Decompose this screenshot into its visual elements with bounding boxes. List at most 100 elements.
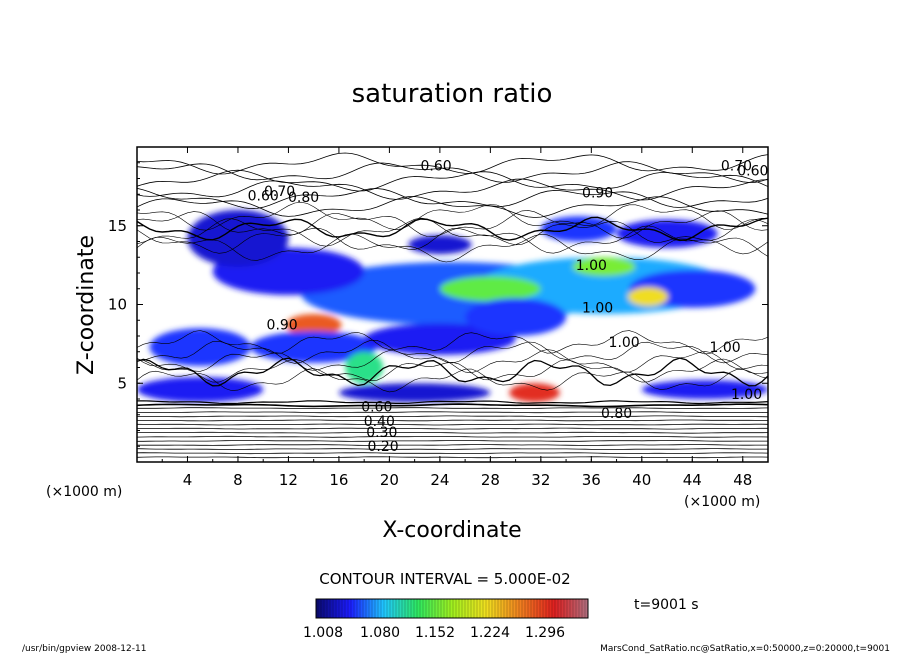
contour-label: 1.00 (576, 258, 607, 274)
contour-label: 0.70 (264, 184, 295, 200)
x-axis: 4 8 12 16 20 24 28 32 36 40 44 48 (161, 147, 752, 489)
contour-label: 1.00 (731, 387, 762, 403)
contour-line (137, 187, 768, 210)
field-blob-9 (509, 383, 560, 403)
x-tick-label: 24 (430, 471, 449, 489)
contour-line (137, 196, 768, 218)
x-tick-label: 20 (380, 471, 399, 489)
contour-line (137, 152, 768, 175)
contour-label: 0.70 (721, 159, 752, 175)
y-axis-title: Z-coordinate (74, 235, 99, 375)
contour-line (137, 330, 768, 355)
field-blob-10 (364, 323, 516, 355)
y-tick-label: 10 (108, 296, 127, 314)
field-blob-7 (149, 328, 251, 366)
contour-line (137, 431, 768, 434)
contour-line (137, 448, 768, 450)
contour-label: 0.60 (361, 400, 392, 416)
contour-line (137, 178, 768, 201)
x-tick-label: 8 (233, 471, 243, 489)
x-axis-title: X-coordinate (382, 518, 521, 543)
contour-label: 1.00 (582, 300, 613, 316)
contour-line (137, 201, 768, 231)
contour-lines (137, 152, 768, 459)
chart-title: saturation ratio (352, 79, 553, 109)
contour-line (137, 411, 768, 414)
x-tick-label: 40 (632, 471, 651, 489)
contour-line (137, 225, 768, 255)
contour-line (137, 407, 768, 409)
contour-line (137, 340, 768, 364)
contour-label: 0.90 (267, 318, 298, 334)
field-blob-5 (572, 257, 636, 277)
field-blob-6 (285, 313, 342, 336)
colorbar-stripes (317, 599, 586, 618)
x-unit-label-right: (×1000 m) (684, 494, 760, 510)
contour-labels: 0.600.700.800.60 0.700.600.901.001.001.00… (248, 159, 769, 455)
contour-line (137, 357, 768, 387)
x-tick-label: 28 (481, 471, 500, 489)
contour-line (137, 415, 768, 418)
contour-line (137, 349, 768, 374)
x-unit-label-left: (×1000 m) (46, 484, 122, 500)
contour-interval-label: CONTOUR INTERVAL = 5.000E-02 (319, 570, 570, 588)
contour-line (137, 368, 768, 393)
field-blob-8 (250, 331, 377, 363)
contour-label: 0.60 (737, 163, 768, 179)
contour-line (137, 435, 768, 438)
field-blob-3 (439, 276, 541, 302)
colorbar-tick-label: 1.224 (470, 625, 510, 641)
y-tick-label: 15 (108, 217, 127, 235)
colorbar-tick-label: 1.152 (415, 625, 455, 641)
x-tick-label: 44 (683, 471, 702, 489)
x-tick-label: 4 (183, 471, 193, 489)
contour-line (137, 452, 768, 455)
contour-label: 0.60 (421, 159, 452, 175)
contour-line (137, 217, 768, 247)
field-blob-4 (627, 287, 669, 307)
colorbar-tick-label: 1.008 (303, 625, 343, 641)
y-tick-label: 5 (117, 374, 127, 392)
contour-line (137, 233, 768, 263)
colorbar-tick-label: 1.296 (525, 625, 565, 641)
x-tick-label: 36 (582, 471, 601, 489)
x-tick-label: 12 (279, 471, 298, 489)
footer-left: /usr/bin/gpview 2008-12-11 (22, 644, 146, 654)
contour-line (137, 427, 768, 430)
contour-label: 1.00 (609, 335, 640, 351)
field-blob-11 (465, 298, 567, 336)
field-blob-14 (408, 235, 472, 255)
colorbar (316, 599, 588, 618)
contour-label: 1.00 (710, 340, 741, 356)
contour-label: 0.20 (368, 439, 399, 455)
x-tick-label: 32 (531, 471, 550, 489)
x-tick-label: 16 (329, 471, 348, 489)
contour-line (137, 169, 768, 192)
contour-line (137, 400, 768, 405)
shaded-field (137, 210, 768, 403)
contour-line (137, 444, 768, 446)
time-label: t=9001 s (634, 597, 699, 613)
field-blob-18 (187, 210, 289, 267)
contour-label: 0.40 (364, 414, 395, 430)
contour-line (137, 210, 768, 239)
x-tick-label: 48 (733, 471, 752, 489)
footer-right: MarsCond_SatRatio.nc@SatRatio,x=0:50000,… (600, 644, 890, 654)
contour-label: 0.80 (288, 190, 319, 206)
field-blob-15 (137, 376, 264, 403)
field-blob-16 (338, 383, 491, 403)
contour-line (137, 456, 768, 459)
colorbar-frame (315, 598, 589, 619)
y-axis: 5 10 15 (108, 162, 768, 447)
contour-label: 0.30 (366, 425, 397, 441)
contour-line (137, 358, 768, 383)
field-blob-17 (641, 380, 768, 399)
colorbar-tick-label: 1.080 (360, 625, 400, 641)
contour-label: 0.60 (248, 189, 279, 205)
contour-line (137, 419, 768, 422)
field-blob-20 (540, 216, 617, 242)
contour-line (137, 403, 768, 408)
contour-line (137, 440, 768, 442)
contour-line (137, 161, 768, 183)
